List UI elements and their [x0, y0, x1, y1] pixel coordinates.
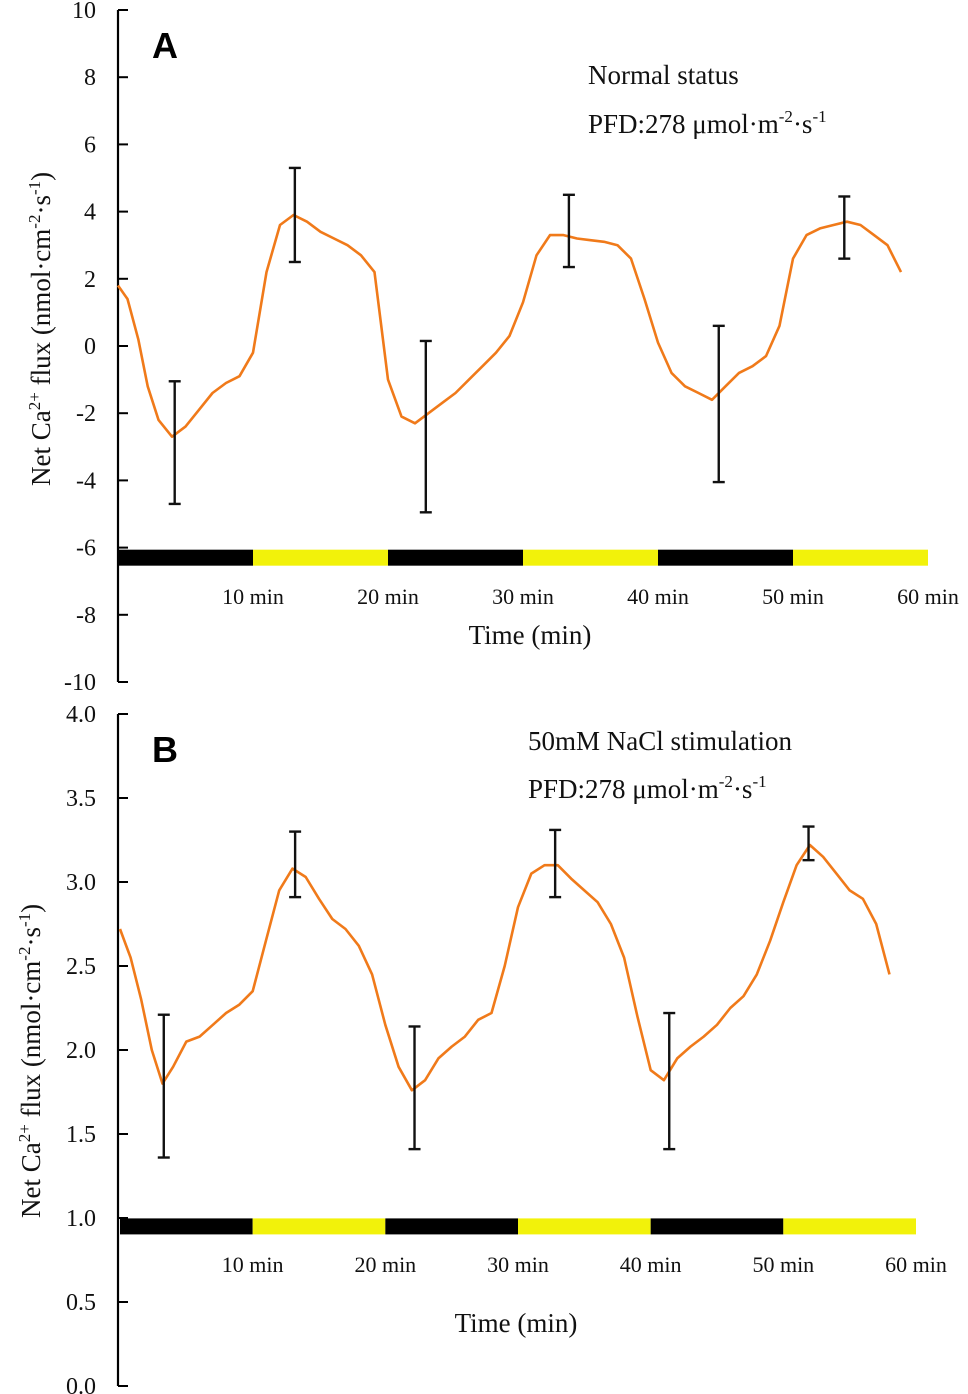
y-tick-label: 1.5	[66, 1122, 96, 1148]
y-tick-label: -6	[76, 536, 96, 562]
x-tick-label: 10 min	[222, 1252, 284, 1277]
error-bar	[288, 166, 301, 264]
series-line	[116, 213, 903, 439]
bar-segment-light	[523, 549, 658, 566]
x-tick-label: 10 min	[222, 584, 284, 609]
bar-segment-light	[253, 549, 388, 566]
error-bar	[802, 825, 815, 862]
bar-segment-dark	[650, 1218, 784, 1235]
bar-segment-dark	[118, 549, 253, 566]
x-tick-label: 50 min	[762, 584, 824, 609]
bar-segment-dark	[388, 549, 523, 566]
y-axis-title-a: Net Ca2+ flux (nmol·cm-2·s-1)	[25, 172, 56, 486]
y-tick-label: -10	[64, 670, 96, 696]
error-bar	[157, 1013, 170, 1159]
x-tick-label: 60 min	[885, 1252, 947, 1277]
series-layer-a	[116, 213, 903, 439]
error-bar	[289, 830, 302, 899]
error-bar	[562, 193, 575, 269]
y-tick-label: -8	[76, 603, 96, 629]
bar-segment-light	[518, 1218, 651, 1235]
y-tick-label: 0	[84, 334, 96, 360]
annotation-pfd-b: PFD:278 μmol·m-2·s-1	[528, 772, 767, 804]
error-bar	[168, 380, 181, 506]
x-tick-label: 30 min	[492, 584, 554, 609]
y-tick-label: 2.0	[66, 1038, 96, 1064]
error-bar	[408, 1025, 421, 1151]
y-tick-label: 1.0	[66, 1206, 96, 1232]
y-tick-label: 4	[84, 200, 96, 226]
error-bar	[663, 1011, 676, 1151]
y-tick-label: 3.0	[66, 870, 96, 896]
y-tick-label: 2.5	[66, 954, 96, 980]
x-axis-title-b: Time (min)	[455, 1308, 578, 1338]
error-bars-a	[168, 166, 851, 514]
y-tick-label: 10	[72, 0, 96, 24]
x-tick-label: 40 min	[627, 584, 689, 609]
y-tick-label: 4.0	[66, 702, 96, 728]
y-tick-label: 6	[84, 132, 96, 158]
panel-a: 10 8 6 4 2 0 -2 -4 -6 -8 -10 Net Ca2+ flux (nmol·c…	[25, 0, 959, 696]
series-layer-b	[118, 843, 891, 1092]
x-tick-label: 30 min	[487, 1252, 549, 1277]
bar-segment-light	[793, 549, 928, 566]
bar-segment-dark	[658, 549, 793, 566]
y-tick-label: 3.5	[66, 786, 96, 812]
y-tick-label: 0.0	[66, 1374, 96, 1394]
error-bars-b	[157, 825, 815, 1159]
annotation-condition-b: 50mM NaCl stimulation	[528, 726, 793, 756]
error-bar	[419, 339, 432, 514]
y-tick-label: 0.5	[66, 1290, 96, 1316]
x-tick-label: 20 min	[357, 584, 419, 609]
x-tick-labels-b: 10 min 20 min 30 min 40 min 50 min 60 min	[222, 1252, 947, 1277]
panel-label-b: B	[152, 729, 178, 770]
error-bar	[549, 828, 562, 899]
x-tick-label: 60 min	[897, 584, 959, 609]
y-ticks-b: 4.0 3.5 3.0 2.5 2.0 1.5 1.0 0.5 0.0	[66, 702, 128, 1394]
bar-segment-light	[252, 1218, 386, 1235]
y-tick-label: -4	[76, 468, 96, 494]
error-bar	[712, 324, 725, 484]
y-ticks-a: 10 8 6 4 2 0 -2 -4 -6 -8 -10	[64, 0, 128, 696]
y-axis-title-b: Net Ca2+ flux (nmol·cm-2·s-1)	[15, 904, 46, 1218]
x-tick-labels-a: 10 min 20 min 30 min 40 min 50 min 60 min	[222, 584, 959, 609]
light-dark-bar-a	[118, 549, 928, 566]
y-tick-label: 2	[84, 267, 96, 293]
annotation-pfd-a: PFD:278 μmol·m-2·s-1	[588, 107, 827, 139]
x-tick-label: 50 min	[752, 1252, 814, 1277]
bar-segment-dark	[385, 1218, 518, 1235]
panel-label-a: A	[152, 25, 178, 66]
annotation-condition-a: Normal status	[588, 60, 739, 90]
bar-segment-light	[783, 1218, 916, 1235]
error-bar	[838, 195, 851, 260]
y-tick-label: -2	[76, 401, 96, 427]
y-tick-label: 8	[84, 65, 96, 91]
x-tick-label: 20 min	[354, 1252, 416, 1277]
light-dark-bar-b	[120, 1218, 916, 1235]
x-tick-label: 40 min	[620, 1252, 682, 1277]
panel-b: 4.0 3.5 3.0 2.5 2.0 1.5 1.0 0.5 0.0 Net Ca2+ flu…	[15, 702, 947, 1394]
series-line	[118, 843, 891, 1092]
x-axis-title-a: Time (min)	[469, 620, 592, 650]
bar-segment-dark	[120, 1218, 253, 1235]
